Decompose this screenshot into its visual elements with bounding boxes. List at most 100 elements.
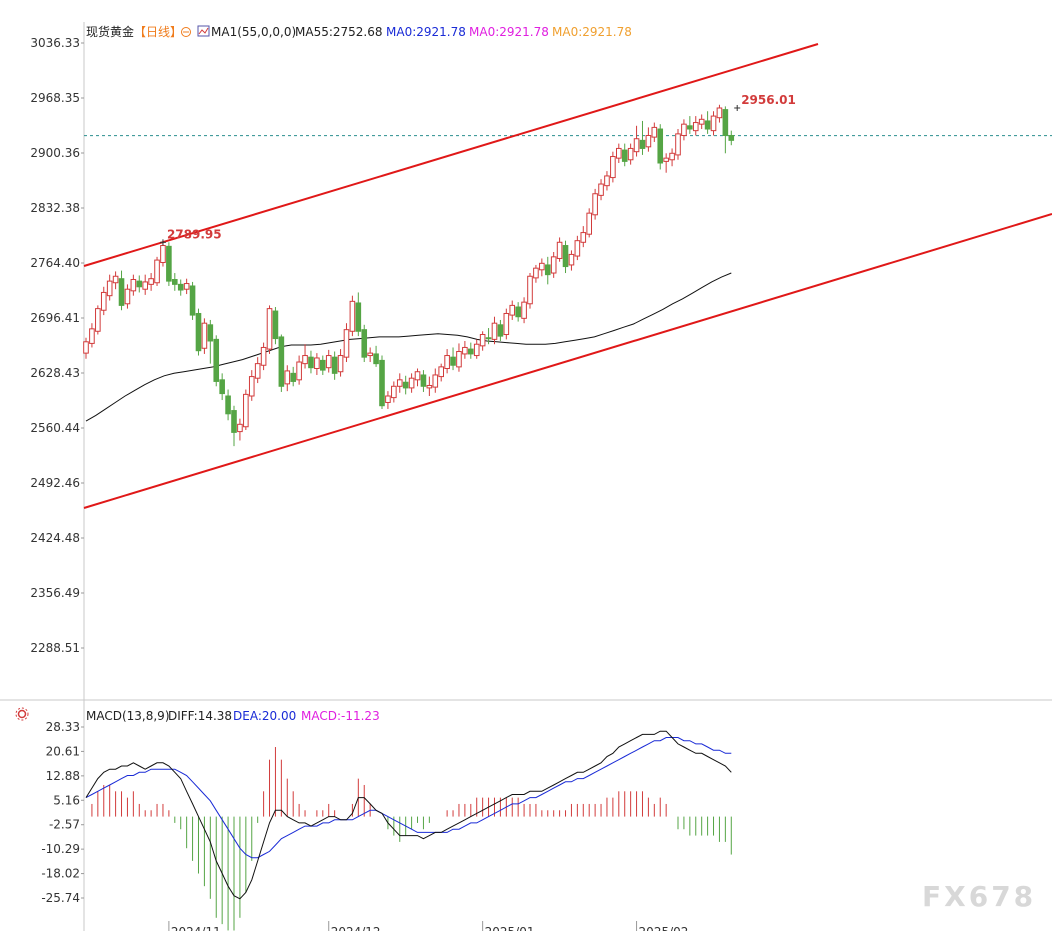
- candle-body: [580, 232, 587, 243]
- macd-name: MACD(13,8,9): [86, 709, 170, 723]
- candle: [308, 350, 314, 374]
- price-tick-label: 2560.44: [30, 421, 80, 435]
- candle: [142, 274, 148, 295]
- candle: [432, 368, 439, 393]
- candle-body: [539, 262, 545, 271]
- candle-body: [432, 374, 439, 388]
- macd-tick-label: -10.29: [41, 842, 80, 856]
- dea-line: [85, 737, 732, 859]
- candle-body: [479, 334, 486, 347]
- candle-body: [219, 379, 225, 395]
- candle: [521, 297, 527, 324]
- candle-body: [160, 245, 166, 264]
- price-axis: 3036.33 2968.35 2900.36 2832.38 2764.40 2696.…: [30, 36, 84, 655]
- gear-icon[interactable]: [15, 707, 29, 721]
- candle: [444, 349, 450, 374]
- price-tick-label: 3036.33: [30, 36, 80, 50]
- candle: [95, 305, 101, 335]
- candle-body: [248, 376, 255, 397]
- candle-body: [704, 120, 711, 130]
- candle-body: [148, 278, 154, 285]
- candle: [130, 274, 137, 296]
- candle-body: [616, 147, 622, 159]
- candle-body: [509, 304, 516, 316]
- macd-tick-label: -25.74: [41, 891, 80, 905]
- candle-body: [669, 152, 675, 161]
- candle-body: [136, 280, 143, 288]
- candle: [556, 237, 563, 262]
- plus-circle-icon[interactable]: [181, 27, 191, 37]
- legend-ma0-c: MA0:2921.78: [552, 25, 632, 39]
- candle-body: [621, 149, 628, 162]
- candle: [367, 347, 373, 363]
- candle: [645, 127, 652, 152]
- candle: [355, 292, 362, 337]
- candle: [550, 251, 557, 278]
- candle-body: [225, 395, 231, 415]
- macd-tick-label: -2.57: [49, 818, 80, 832]
- candle: [426, 376, 433, 396]
- candle: [687, 116, 693, 134]
- candle: [692, 116, 699, 136]
- candle: [320, 355, 326, 375]
- candle: [663, 153, 669, 173]
- channel-lower-line: [83, 213, 1052, 509]
- candle: [621, 143, 628, 167]
- candle: [349, 295, 356, 337]
- candle: [160, 242, 166, 267]
- candle: [669, 148, 675, 167]
- candle-body: [438, 366, 444, 378]
- candle: [527, 273, 533, 309]
- candle: [704, 111, 711, 134]
- legend-symbol: 现货黄金: [86, 24, 134, 39]
- candle-body: [343, 329, 350, 358]
- candle: [373, 345, 379, 367]
- candle: [124, 284, 131, 309]
- candle: [83, 337, 89, 359]
- candle-body: [325, 355, 332, 369]
- candle-body: [367, 352, 373, 357]
- candle-body: [189, 285, 196, 316]
- candle: [112, 271, 119, 290]
- time-axis: 2024/11 2024/12 2025/01 2025/02: [168, 921, 688, 931]
- candle-body: [349, 300, 356, 332]
- candles: [83, 104, 735, 447]
- candle-body: [373, 353, 379, 365]
- candle-body: [485, 337, 492, 340]
- candle-body: [527, 275, 533, 305]
- candle: [657, 124, 664, 170]
- candle: [379, 355, 385, 409]
- candle: [396, 373, 403, 393]
- candle-body: [420, 374, 427, 387]
- candle: [272, 307, 279, 345]
- price-tick-label: 2696.41: [30, 311, 80, 325]
- candle-body: [355, 302, 362, 332]
- candle-body: [586, 212, 593, 235]
- candle: [136, 275, 143, 293]
- candle-body: [331, 356, 338, 374]
- candle: [189, 281, 196, 320]
- candle: [361, 324, 368, 363]
- candle: [473, 339, 480, 359]
- candle: [562, 240, 569, 274]
- price-tick-label: 2764.40: [30, 256, 80, 270]
- ma-chart-icon[interactable]: [197, 25, 210, 37]
- candle-body: [272, 310, 279, 340]
- candle-body: [142, 281, 148, 290]
- candle: [260, 342, 267, 371]
- candle-body: [651, 126, 658, 138]
- candle: [468, 342, 474, 359]
- candle: [485, 328, 492, 345]
- candle: [568, 250, 575, 271]
- candle-body: [604, 175, 610, 187]
- candle-body: [408, 377, 415, 389]
- candle: [201, 318, 208, 354]
- candle: [450, 347, 456, 371]
- candle-body: [183, 283, 190, 290]
- candle: [681, 119, 687, 141]
- candle: [633, 125, 640, 157]
- candle: [414, 368, 421, 387]
- grid: [0, 22, 1052, 931]
- candle-body: [722, 109, 729, 136]
